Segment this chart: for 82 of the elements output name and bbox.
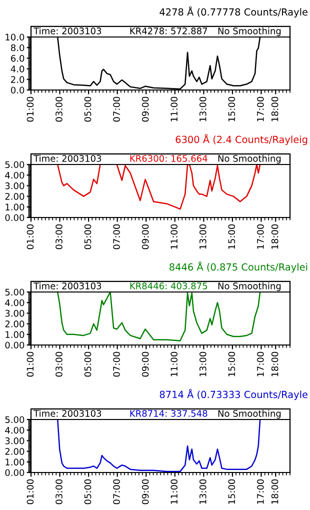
- y-tick-label: 1.00: [6, 331, 24, 338]
- x-tick-label: 05:00: [84, 479, 92, 504]
- x-tick-label: 17:00: [257, 479, 264, 504]
- y-tick-label: 4.00: [5, 426, 24, 434]
- x-tick-label: 17:00: [257, 352, 264, 376]
- x-tick-label: 15:00: [228, 224, 236, 249]
- y-tick-label: 4.00: [5, 172, 24, 179]
- y-tick-label: 0.00: [5, 342, 24, 349]
- x-tick-label: 03:00: [56, 96, 62, 122]
- y-tick-label: 0.00: [5, 214, 24, 222]
- text: No Smoothing: [218, 282, 281, 292]
- y-tick-label: 0.00: [5, 469, 24, 476]
- x-tick-label: 09:00: [142, 479, 149, 504]
- x-tick-label: 17:00: [257, 224, 264, 249]
- x-tick-label: 05:00: [84, 224, 92, 250]
- y-tick-label: 3.00: [5, 437, 24, 444]
- x-tick-label: 13:00: [199, 479, 206, 504]
- text: Time: 2003103: [34, 282, 102, 290]
- text: No Smoothing: [218, 154, 281, 164]
- x-tick-label: 15:00: [228, 352, 236, 376]
- x-tick-label: 05:00: [84, 96, 92, 122]
- x-tick-label: 15:00: [228, 96, 236, 122]
- x-tick-label: 11:00: [170, 224, 178, 249]
- x-tick-label: 15:00: [228, 479, 236, 504]
- y-tick-label: 3.00: [5, 182, 24, 190]
- x-tick-label: 13:00: [199, 224, 206, 249]
- y-tick-label: 2.00: [5, 448, 24, 455]
- text: Time: 2003103: [34, 27, 102, 34]
- text: KR4278: 572.887: [130, 27, 208, 34]
- text: KR8446: 403.875: [130, 282, 208, 290]
- text: KR8714: 337.548: [130, 410, 208, 417]
- text: No Smoothing: [218, 410, 281, 419]
- x-tick-label: 09:00: [142, 96, 149, 122]
- x-tick-label: 18:00: [271, 224, 278, 249]
- x-tick-label: 09:00: [142, 352, 149, 377]
- x-tick-label: 09:00: [142, 224, 149, 250]
- x-tick-label: 18:00: [271, 96, 278, 122]
- y-tick-label: 5.00: [5, 416, 24, 424]
- y-tick-label: 10.0: [6, 34, 24, 41]
- y-tick-label: 2.00: [5, 193, 24, 200]
- x-tick-label: 13:00: [199, 352, 206, 376]
- y-tick-label: 8.0: [11, 44, 24, 52]
- y-tick-label: 5.00: [5, 161, 24, 168]
- x-tick-label: 05:00: [84, 352, 92, 377]
- y-tick-label: 2.0: [11, 76, 24, 83]
- x-tick-label: 07:00: [113, 479, 120, 504]
- x-tick-label: 07:00: [113, 96, 120, 122]
- text: Time: 2003103: [34, 154, 102, 162]
- x-tick-label: 07:00: [113, 224, 120, 250]
- y-tick-label: 6.0: [11, 54, 24, 62]
- y-tick-label: 1.00: [6, 204, 24, 210]
- x-tick-label: 11:00: [170, 352, 178, 376]
- y-tick-label: 0.0: [10, 86, 24, 94]
- y-tick-label: 2.00: [5, 320, 24, 328]
- y-tick-label: 4.0: [10, 66, 24, 72]
- y-tick-label: 3.00: [5, 310, 24, 317]
- x-tick-label: 01:00: [26, 352, 34, 377]
- x-tick-label: 03:00: [56, 352, 62, 377]
- x-tick-label: 03:00: [56, 224, 62, 250]
- chart-title: 8714 Å (0.73333 Counts/Rayle: [160, 388, 308, 400]
- y-tick-label: 1.00: [6, 458, 24, 466]
- chart-title: 4278 Å (0.77778 Counts/Rayle: [160, 6, 308, 18]
- x-tick-label: 18:00: [271, 479, 278, 504]
- line-series: [56, 292, 261, 342]
- y-tick-label: 4.00: [5, 299, 24, 306]
- y-tick-label: 5.00: [5, 288, 24, 296]
- x-tick-label: 01:00: [26, 479, 34, 504]
- x-tick-label: 03:00: [56, 479, 62, 504]
- x-tick-label: 18:00: [271, 352, 278, 376]
- x-tick-label: 11:00: [170, 479, 178, 504]
- x-tick-label: 11:00: [170, 96, 178, 122]
- x-tick-label: 17:00: [257, 96, 264, 122]
- x-tick-label: 13:00: [199, 96, 206, 122]
- x-tick-label: 01:00: [26, 96, 34, 122]
- line-series: [56, 420, 261, 472]
- text: KR6300: 165.664: [130, 154, 208, 162]
- text: Time: 2003103: [34, 410, 102, 417]
- chart-title: 6300 Å (2.4 Counts/Rayleig: [176, 134, 308, 146]
- text: No Smoothing: [218, 27, 281, 36]
- x-tick-label: 01:00: [26, 224, 34, 250]
- chart-title: 8446 Å (0.875 Counts/Raylei: [170, 261, 308, 273]
- x-tick-label: 07:00: [113, 352, 120, 377]
